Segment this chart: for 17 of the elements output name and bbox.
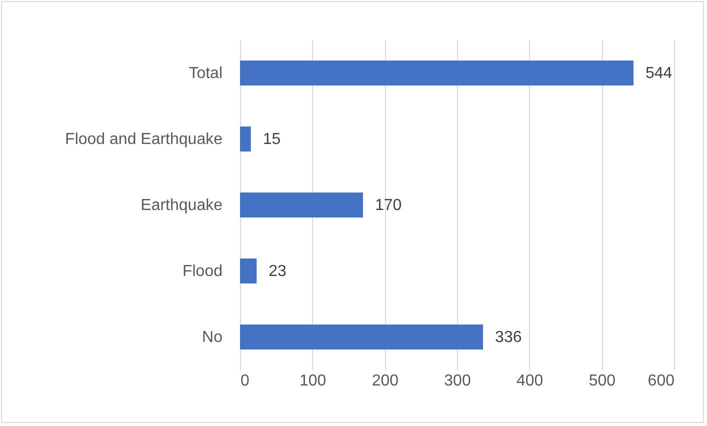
data-label: 336 <box>495 329 522 346</box>
data-label: 544 <box>645 65 672 82</box>
data-label: 23 <box>268 263 287 280</box>
data-label: 170 <box>374 197 402 214</box>
data-label: 15 <box>262 131 281 148</box>
y-tick-label: Total <box>188 65 222 82</box>
x-tick-label: 500 <box>588 372 616 390</box>
x-tick-label: 400 <box>516 372 544 390</box>
x-tick-label: 300 <box>444 372 471 390</box>
x-tick-label: 600 <box>648 372 675 390</box>
x-tick-label: 100 <box>299 372 326 390</box>
x-tick-label: 200 <box>372 372 399 390</box>
y-tick-label: Earthquake <box>140 197 223 214</box>
y-tick-label: Flood and Earthquake <box>65 131 223 148</box>
y-tick-label: No <box>202 329 223 346</box>
x-tick-label: 0 <box>240 372 250 390</box>
y-tick-label: Flood <box>182 263 222 280</box>
